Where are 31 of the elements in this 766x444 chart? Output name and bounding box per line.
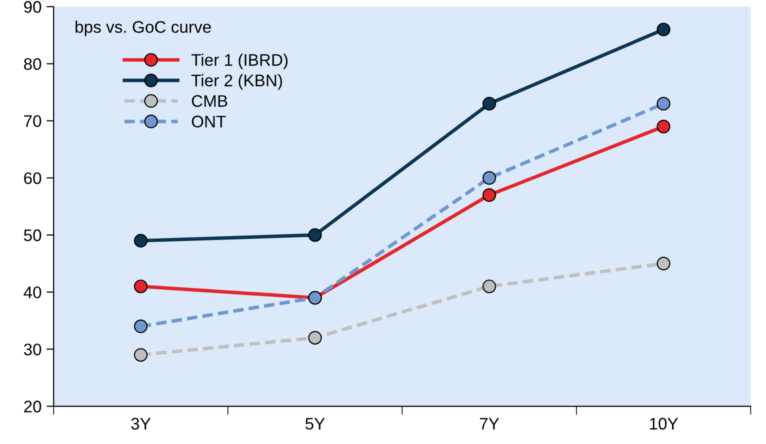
point [134, 280, 148, 294]
y-tick-label: 60 [24, 172, 42, 184]
y-tick-label: 90 [24, 1, 42, 13]
point [656, 96, 670, 111]
y-tick-label: 70 [24, 115, 42, 128]
point [134, 320, 148, 334]
x-tick-label: 3Y [131, 418, 151, 430]
legend-label: CMB [192, 95, 228, 107]
point [482, 188, 496, 202]
point [308, 330, 322, 345]
point [482, 280, 496, 294]
point [482, 171, 496, 185]
y-tick-label: 40 [24, 286, 42, 298]
point [482, 96, 496, 111]
text: bps vs. GoC curve [76, 20, 211, 36]
x-tick-label: 7Y [480, 418, 500, 430]
point [134, 234, 148, 248]
y-tick-label: 80 [24, 58, 42, 70]
point [134, 348, 148, 362]
point [656, 120, 670, 134]
point [308, 228, 322, 242]
y-tick-label: 50 [24, 229, 42, 242]
y-tick-label: 20 [24, 400, 42, 412]
legend-label: Tier 2 (KBN) [191, 74, 282, 90]
x-tick-label: 5Y [305, 418, 325, 430]
y-tick-label: 30 [24, 344, 42, 356]
point [656, 22, 670, 36]
legend-label: Tier 1 (IBRD) [191, 54, 288, 70]
legend-label: ONT [192, 116, 226, 128]
point [656, 256, 670, 270]
x-tick-label: 10Y [650, 418, 678, 430]
